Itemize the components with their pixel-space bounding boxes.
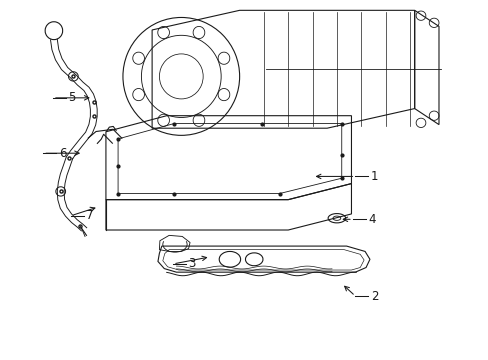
Text: 2: 2	[370, 289, 378, 303]
Text: 3: 3	[188, 257, 196, 270]
Text: 5: 5	[68, 91, 76, 104]
Text: 7: 7	[86, 209, 94, 222]
Text: 1: 1	[370, 170, 378, 183]
Text: 6: 6	[59, 147, 66, 160]
Text: 4: 4	[368, 213, 375, 226]
